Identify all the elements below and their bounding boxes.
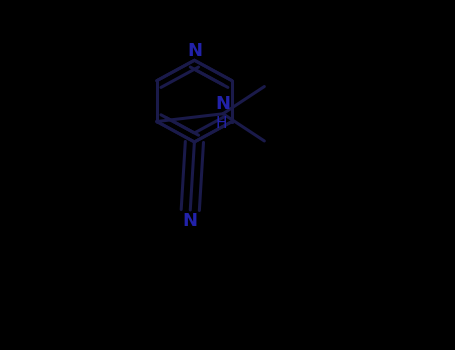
Text: N: N — [187, 42, 202, 60]
Text: H: H — [215, 116, 227, 131]
Text: N: N — [216, 95, 231, 113]
Text: N: N — [183, 212, 198, 230]
